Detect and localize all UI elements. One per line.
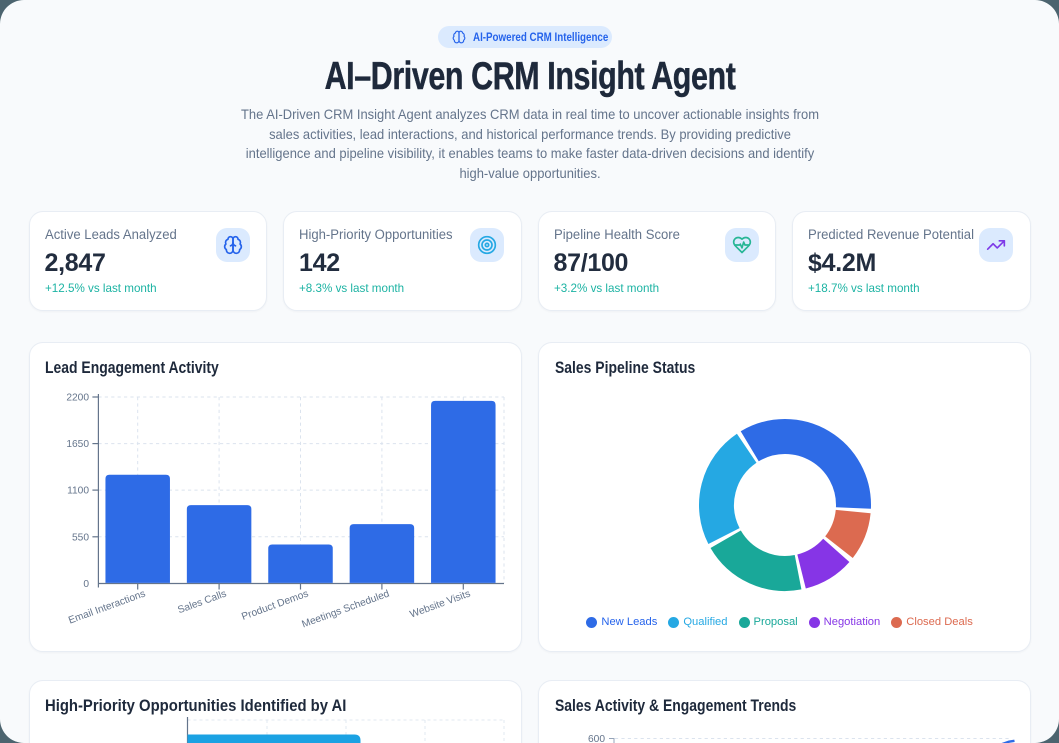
svg-text:Email Interactions: Email Interactions (67, 588, 147, 626)
svg-text:Meetings Scheduled: Meetings Scheduled (301, 588, 392, 630)
svg-text:2200: 2200 (66, 393, 89, 404)
svg-text:Product Demos: Product Demos (240, 588, 310, 622)
svg-text:Sales Calls: Sales Calls (176, 588, 228, 616)
svg-text:Website Visits: Website Visits (408, 588, 472, 620)
svg-text:550: 550 (72, 532, 89, 543)
svg-text:0: 0 (83, 579, 89, 590)
svg-text:1650: 1650 (66, 439, 89, 450)
svg-text:600: 600 (588, 734, 605, 743)
svg-text:1100: 1100 (67, 486, 89, 497)
